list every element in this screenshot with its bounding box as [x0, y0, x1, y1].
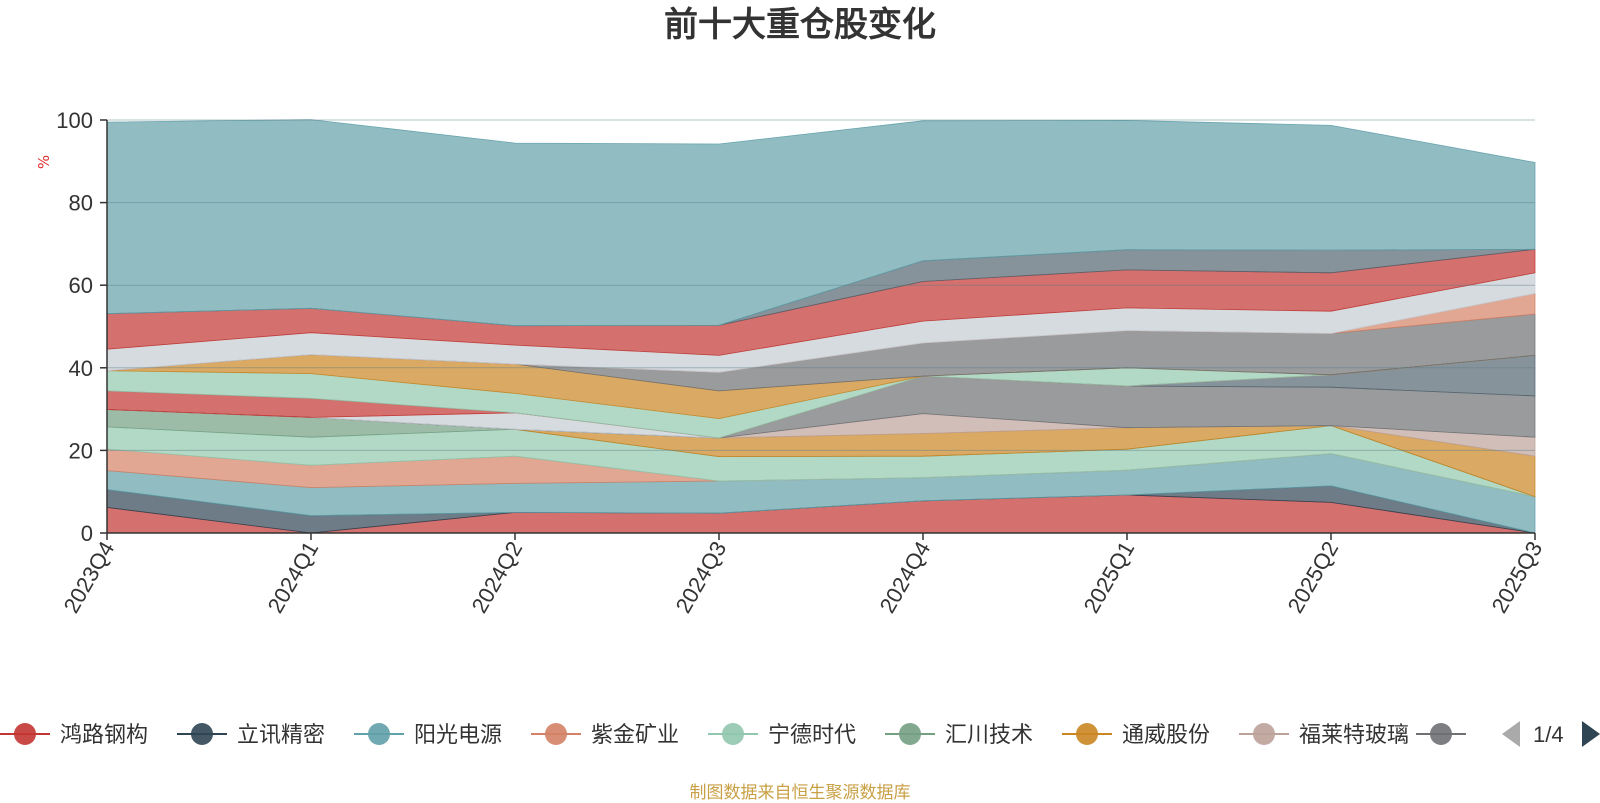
y-tick-label: 60	[69, 273, 93, 298]
pager-next-icon[interactable]	[1582, 721, 1600, 747]
chart-title: 前十大重仓股变化	[664, 5, 936, 45]
legend-marker	[368, 723, 390, 745]
legend-label: 紫金矿业	[591, 723, 679, 748]
legend-item[interactable]: 汇川技术	[885, 723, 1033, 748]
legend-item[interactable]: 紫金矿业	[531, 723, 679, 748]
y-tick-label: 100	[56, 108, 93, 133]
x-tick-label: 2025Q3	[1487, 537, 1548, 617]
x-tick-label: 2025Q2	[1283, 537, 1344, 617]
legend-label: 立讯精密	[237, 723, 325, 748]
legend-marker	[191, 723, 213, 745]
legend-label: 宁德时代	[768, 723, 856, 748]
legend-marker	[1430, 723, 1452, 745]
legend-marker	[899, 723, 921, 745]
y-tick-label: 0	[81, 521, 93, 546]
legend-marker	[545, 723, 567, 745]
legend-label: 福莱特玻璃	[1299, 723, 1409, 748]
x-tick-label: 2024Q4	[875, 537, 936, 617]
legend-item[interactable]: 立讯精密	[177, 723, 325, 748]
legend-label: 阳光电源	[414, 723, 502, 748]
legend-item[interactable]: 阳光电源	[354, 723, 502, 748]
series-areas	[106, 119, 1536, 534]
legend-label: 通威股份	[1122, 723, 1210, 748]
x-tick-label: 2023Q4	[59, 537, 120, 617]
legend-item[interactable]: 鸿路钢构	[0, 723, 148, 748]
legend: 鸿路钢构 立讯精密 阳光电源 紫金矿业 宁德时代 汇川技术 通威股份 福莱特玻璃	[0, 723, 1466, 748]
source-note: 制图数据来自恒生聚源数据库	[689, 783, 911, 803]
legend-item[interactable]: 宁德时代	[708, 723, 856, 748]
legend-marker	[14, 723, 36, 745]
x-tick-label: 2024Q3	[671, 537, 732, 617]
y-axis-label: %	[35, 155, 53, 169]
y-tick-label: 40	[69, 356, 93, 381]
x-tick-label: 2024Q2	[467, 537, 528, 617]
legend-label: 鸿路钢构	[60, 723, 148, 748]
legend-item[interactable]	[1416, 723, 1466, 745]
legend-item[interactable]: 通威股份	[1062, 723, 1210, 748]
legend-marker	[1253, 723, 1275, 745]
x-tick-label: 2025Q1	[1079, 537, 1140, 617]
series-area-20[interactable]	[106, 119, 1536, 327]
y-tick-label: 20	[69, 438, 93, 463]
y-tick-label: 80	[69, 191, 93, 216]
pager-prev-icon[interactable]	[1502, 721, 1520, 747]
legend-marker	[1076, 723, 1098, 745]
legend-label: 汇川技术	[945, 723, 1033, 748]
x-tick-label: 2024Q1	[263, 537, 324, 617]
legend-page-indicator: 1/4	[1533, 722, 1564, 747]
legend-item[interactable]: 福莱特玻璃	[1239, 723, 1409, 748]
legend-marker	[722, 723, 744, 745]
